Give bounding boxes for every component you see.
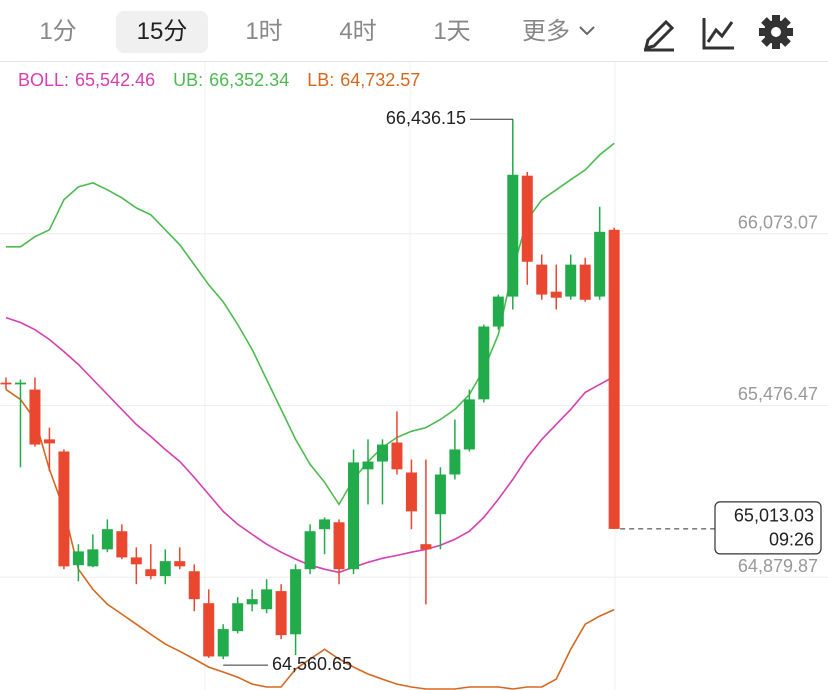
dropdown-chevron <box>579 26 595 36</box>
candle-body <box>232 603 244 632</box>
candle-body <box>492 296 504 327</box>
legend: BOLL: 65,542.46 UB: 66,352.34 LB: 64,732.57 <box>18 70 420 90</box>
last-price-box <box>714 501 822 555</box>
legend-value: 66,352.34 <box>209 70 289 90</box>
candle-body <box>101 529 113 550</box>
candle-body <box>376 444 388 462</box>
candle-body <box>405 472 417 512</box>
candle-body <box>188 571 200 600</box>
candle-body <box>14 382 26 385</box>
y-tick-label: 64,879.87 <box>738 556 818 576</box>
candle-body <box>130 557 142 565</box>
max-label: 66,436.15 <box>386 108 466 128</box>
candle-body <box>550 291 562 298</box>
candle-body <box>449 449 461 475</box>
candle-body <box>333 522 345 570</box>
candle-body <box>58 451 70 567</box>
candle-body <box>217 629 229 657</box>
y-tick-label: 65,476.47 <box>738 384 818 404</box>
candle-body <box>174 561 186 567</box>
legend-name: BOLL: <box>18 70 69 90</box>
candle-body <box>608 229 620 529</box>
indicator-icon[interactable] <box>702 18 734 50</box>
last-price-label: 65,013.03 <box>734 506 814 526</box>
candle-body <box>43 439 55 444</box>
legend-name: LB: <box>307 70 334 90</box>
candle-body <box>145 569 157 577</box>
candle-body <box>304 531 316 570</box>
timeframe-tab[interactable]: 更多 <box>522 18 570 45</box>
candle-body <box>246 599 258 605</box>
candle-body <box>29 389 41 445</box>
candle-body <box>0 382 12 385</box>
timeframe-tab[interactable]: 4时 <box>339 18 377 45</box>
candle-body <box>362 461 374 470</box>
candle-body <box>116 531 128 558</box>
candle-body <box>521 175 533 262</box>
indicator-line <box>5 388 615 690</box>
plot-area <box>0 119 620 690</box>
candle-body <box>434 474 446 515</box>
settings-icon[interactable] <box>759 15 793 49</box>
candle-body <box>203 603 215 657</box>
candle-body <box>420 544 432 550</box>
countdown-label: 09:26 <box>769 530 814 550</box>
candle-body <box>87 549 99 567</box>
candle-body <box>319 519 331 530</box>
y-tick-label: 66,073.07 <box>738 212 818 232</box>
toolbar: 1分 15分 1时 4时 1天 更多 <box>0 0 828 62</box>
candle-body <box>275 591 287 636</box>
draw-tool-icon[interactable] <box>643 19 675 52</box>
timeframe-tab[interactable]: 1时 <box>245 18 283 45</box>
candle-body <box>348 462 360 570</box>
timeframe-tab[interactable]: 1分 <box>39 18 77 45</box>
candle-body <box>391 442 403 470</box>
legend-value: 65,542.46 <box>75 70 155 90</box>
timeframe-tab[interactable]: 1天 <box>433 18 471 45</box>
min-label: 64,560.65 <box>272 654 352 674</box>
candle-body <box>463 399 475 450</box>
timeframe-tab[interactable]: 15分 <box>116 11 208 53</box>
candle-body <box>290 569 302 635</box>
candle-body <box>478 326 490 400</box>
candle-body <box>579 264 591 300</box>
candle-body <box>261 589 273 610</box>
candle-body <box>594 231 606 297</box>
legend-value: 64,732.57 <box>340 70 420 90</box>
legend-name: UB: <box>173 70 203 90</box>
candle-body <box>159 561 171 577</box>
candle-body <box>536 264 548 295</box>
candle-body <box>565 264 577 297</box>
candle-body <box>72 551 84 566</box>
candle-body <box>507 174 519 297</box>
